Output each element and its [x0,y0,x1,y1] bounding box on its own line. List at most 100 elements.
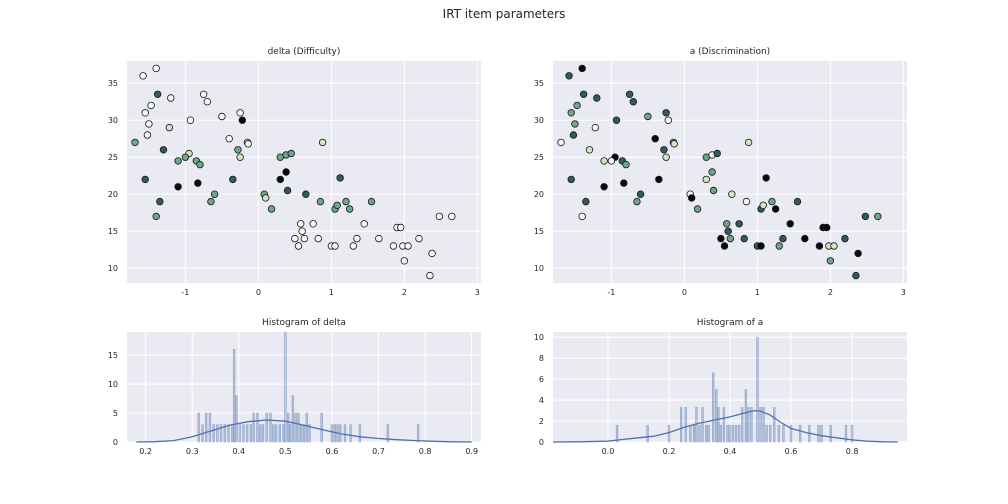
scatter-point [762,174,770,182]
scatter-point [717,234,725,243]
x-tick-label: 0.6 [326,447,339,456]
scatter-point [159,146,168,154]
scatter-point [353,234,361,243]
histogram-bar [744,389,748,443]
scatter-point [165,123,174,132]
y-tick-label: 10 [108,264,118,273]
histogram-bar [232,349,236,443]
y-tick-label: 0 [539,438,544,447]
scatter-point [298,227,306,235]
histogram-bar [235,395,238,443]
histogram-bar [712,372,715,443]
scatter-point [141,175,149,184]
plot-area [553,61,907,283]
scatter-point [622,160,630,169]
hist-a-panel: 0.0 0.2 0.4 0.6 0.8 0 2 4 6 8 10 Histogram of a [534,318,907,456]
panel-title: delta (Difficulty) [268,47,341,57]
histogram-bar [288,424,292,443]
scatter-point [167,94,175,102]
histogram-bar [212,424,215,443]
histogram-bar [223,424,227,443]
scatter-point [579,90,588,98]
scatter-point [660,146,668,154]
scatter-point [196,160,204,169]
scatter-point [744,138,753,147]
scatter-point [426,271,434,280]
histogram-bar [692,424,696,443]
histogram-bar [272,424,275,443]
y-tick-label: 25 [108,153,118,162]
histogram-bar [256,412,259,443]
scatter-point [261,194,270,202]
scatter-point [600,183,608,191]
x-tick-label: 0.5 [279,447,292,456]
histogram-bar [291,395,295,443]
y-tick-label: 25 [534,153,544,162]
scatter-point [287,149,295,158]
scatter-point [644,112,652,121]
panel-title: a (Discrimination) [690,47,770,57]
x-tick-label: 1 [755,288,760,297]
scatter-point [244,140,252,148]
scatter-point [397,223,405,232]
scatter-point [400,257,409,265]
scatter-point [435,212,444,221]
x-tick-label: 3 [475,288,480,297]
scatter-point [314,234,322,243]
x-tick-label: 0 [682,288,687,297]
histogram-bar [227,424,230,443]
histogram-bar [798,424,802,443]
scatter-delta-panel: -1 0 1 2 3 10 15 20 25 30 35 delta (Difficulty) [108,47,481,297]
x-tick-label: 0.6 [785,447,798,456]
histogram-bar [297,412,300,443]
scatter-point [194,179,202,187]
scatter-point [567,175,575,184]
histogram-bar [242,424,245,443]
histogram-bar [358,424,362,443]
x-tick-label: -1 [607,288,615,297]
scatter-point [573,101,581,110]
histogram-bar [747,407,750,443]
histogram-bar [829,424,832,443]
histogram-bar [258,424,262,443]
y-tick-label: 0 [113,438,118,447]
scatter-point [156,197,164,206]
histogram-bar [386,424,390,443]
scatter-point [571,120,579,128]
scatter-point [336,174,344,182]
histogram-bar [740,407,744,443]
histogram-bar [299,424,303,443]
histogram-bar [278,424,282,443]
scatter-point [333,201,341,209]
y-tick-label: 30 [534,116,544,125]
scatter-point [152,212,160,221]
scatter-point [569,131,578,139]
histogram-bar [731,424,735,443]
scatter-point [174,157,182,165]
scatter-point [203,98,211,106]
scatter-point [670,140,678,148]
scatter-point [687,194,696,202]
histogram-bar [756,336,759,443]
scatter-point [612,116,621,124]
scatter-point [331,242,339,250]
scatter-point [210,190,219,198]
scatter-point [276,175,284,184]
x-tick-label: 0.0 [602,447,615,456]
scatter-point [662,109,670,117]
scatter-point [316,197,325,206]
scatter-point [415,234,423,243]
scatter-point [578,212,586,221]
histogram-bar [762,407,765,443]
histogram-bar [850,424,854,443]
histogram-bar [269,412,272,443]
scatter-point [582,197,590,206]
scatter-point [207,197,215,206]
histogram-bar [728,424,732,443]
histogram-bar [773,407,776,443]
histogram-bar [684,407,687,443]
scatter-point [607,157,616,165]
y-tick-label: 10 [534,264,544,273]
histogram-bar [719,424,723,443]
plot-area [127,332,481,442]
